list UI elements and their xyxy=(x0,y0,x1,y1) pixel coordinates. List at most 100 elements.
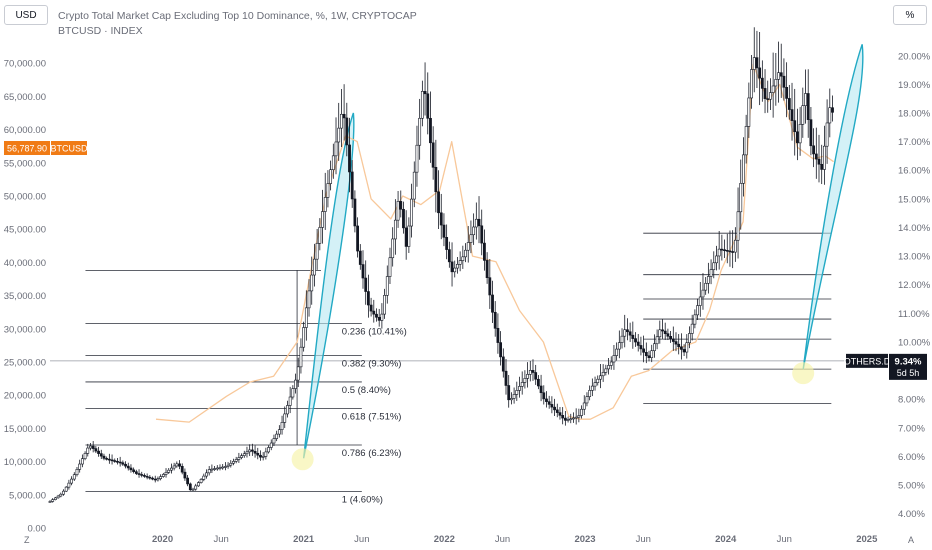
fib-level-label: 0.236 (10.41%) xyxy=(342,326,407,337)
btc-candle-body xyxy=(302,327,306,348)
btc-candle-body xyxy=(631,334,635,339)
btc-candle-body xyxy=(375,313,378,318)
btc-candle-body xyxy=(566,419,570,421)
btc-candle-body xyxy=(790,109,794,121)
btc-candle-body xyxy=(369,304,373,312)
btc-candle-body xyxy=(493,311,497,329)
btc-candle-body xyxy=(202,475,206,480)
zoom-toggle[interactable]: Z xyxy=(24,535,30,545)
btc-candle-body xyxy=(806,93,810,120)
left-axis-tick-label: 45,000.00 xyxy=(4,225,46,236)
btc-candle-body xyxy=(340,113,343,129)
btc-candle-body xyxy=(758,67,762,79)
btc-candle-body xyxy=(669,335,672,340)
btc-candle-body xyxy=(304,307,308,328)
btc-candle-body xyxy=(310,274,314,292)
btc-candle-body xyxy=(744,126,748,156)
btc-candle-body xyxy=(291,388,295,398)
btc-candle-body xyxy=(313,258,316,276)
btc-candle-body xyxy=(698,296,702,306)
btc-candle-body xyxy=(116,460,119,463)
btc-candle-body xyxy=(796,131,799,144)
btc-candle-body xyxy=(779,72,783,77)
fib-level-label: 0.382 (9.30%) xyxy=(342,358,402,369)
btc-candle-body xyxy=(164,472,168,475)
left-axis-tick-label: 10,000.00 xyxy=(4,457,46,468)
btc-candle-body xyxy=(129,467,133,471)
btc-candle-body xyxy=(501,356,505,372)
btc-candle-body xyxy=(334,141,338,157)
btc-candle-body xyxy=(817,158,821,165)
btc-candle-body xyxy=(612,355,616,363)
btc-candle-body xyxy=(404,227,408,247)
btc-candle-body xyxy=(666,333,670,337)
x-axis-tick-label: 2025 xyxy=(856,534,878,545)
btc-candle-body xyxy=(321,211,324,228)
btc-candle-body xyxy=(323,197,327,212)
btc-candle-body xyxy=(240,455,243,458)
left-axis-tick-label: 40,000.00 xyxy=(4,258,46,269)
btc-candle-body xyxy=(110,459,114,462)
btc-candle-body xyxy=(456,264,459,269)
btc-candle-body xyxy=(91,445,95,449)
btc-candle-body xyxy=(183,471,187,479)
right-axis-tick-label: 11.00% xyxy=(898,309,930,320)
btc-candle-body xyxy=(361,264,365,279)
btc-candle-body xyxy=(223,466,227,468)
btc-price-value: 56,787.90 xyxy=(7,144,47,154)
btc-candle-body xyxy=(755,57,759,69)
btc-candle-body xyxy=(733,239,737,253)
btc-candle-body xyxy=(679,346,683,350)
right-axis-tick-label: 5.00% xyxy=(898,481,925,492)
btc-candle-body xyxy=(504,370,508,386)
btc-candle-body xyxy=(480,225,484,244)
btc-candle-body xyxy=(596,378,600,383)
btc-candle-body xyxy=(385,276,389,296)
unit-selector[interactable]: % xyxy=(893,5,927,25)
btc-candle-body xyxy=(259,454,262,458)
others-d-line xyxy=(155,63,834,423)
btc-candle-body xyxy=(539,385,543,394)
btc-candle-body xyxy=(358,250,362,265)
btc-candle-body xyxy=(650,350,654,358)
btc-candle-body xyxy=(685,342,689,353)
btc-candle-body xyxy=(642,348,646,353)
btc-candle-body xyxy=(774,79,778,87)
btc-candle-body xyxy=(725,250,729,252)
btc-candle-body xyxy=(353,198,357,227)
btc-candle-body xyxy=(623,329,627,337)
btc-candle-body xyxy=(523,378,527,383)
left-axis-tick-label: 65,000.00 xyxy=(4,92,46,103)
btc-candle-body xyxy=(245,451,249,455)
btc-candle-body xyxy=(380,313,384,321)
currency-selector[interactable]: USD xyxy=(4,5,48,25)
x-axis-tick-label: Jun xyxy=(777,534,792,545)
others-value-badge xyxy=(889,353,927,380)
btc-candle-body xyxy=(124,463,127,467)
btc-candle-body xyxy=(345,117,349,146)
x-axis-tick-label: 2024 xyxy=(715,534,737,545)
x-axis-tick-label: Jun xyxy=(354,534,369,545)
right-axis-tick-label: 6.00% xyxy=(898,452,925,463)
btc-candle-body xyxy=(83,453,87,460)
auto-scale-toggle[interactable]: A xyxy=(908,535,915,545)
btc-candle-body xyxy=(590,385,594,391)
btc-candle-body xyxy=(429,117,432,144)
left-axis-tick-label: 55,000.00 xyxy=(4,158,46,169)
btc-candle-body xyxy=(393,219,397,240)
btc-candle-body xyxy=(89,445,92,449)
btc-symbol-badge xyxy=(51,141,87,155)
x-axis-tick-label: 2022 xyxy=(434,534,455,545)
btc-candle-body xyxy=(280,422,284,430)
btc-candle-body xyxy=(701,289,705,298)
btc-candle-body xyxy=(167,469,171,473)
btc-candle-body xyxy=(712,262,716,270)
right-axis-tick-label: 10.00% xyxy=(898,337,931,348)
btc-candle-body xyxy=(64,486,68,492)
btc-candle-body xyxy=(118,461,122,464)
btc-candle-body xyxy=(326,183,330,198)
btc-candle-body xyxy=(194,485,198,490)
left-axis-tick-label: 0.00 xyxy=(28,524,47,535)
btc-candle-body xyxy=(364,277,368,292)
btc-candle-body xyxy=(221,466,225,469)
